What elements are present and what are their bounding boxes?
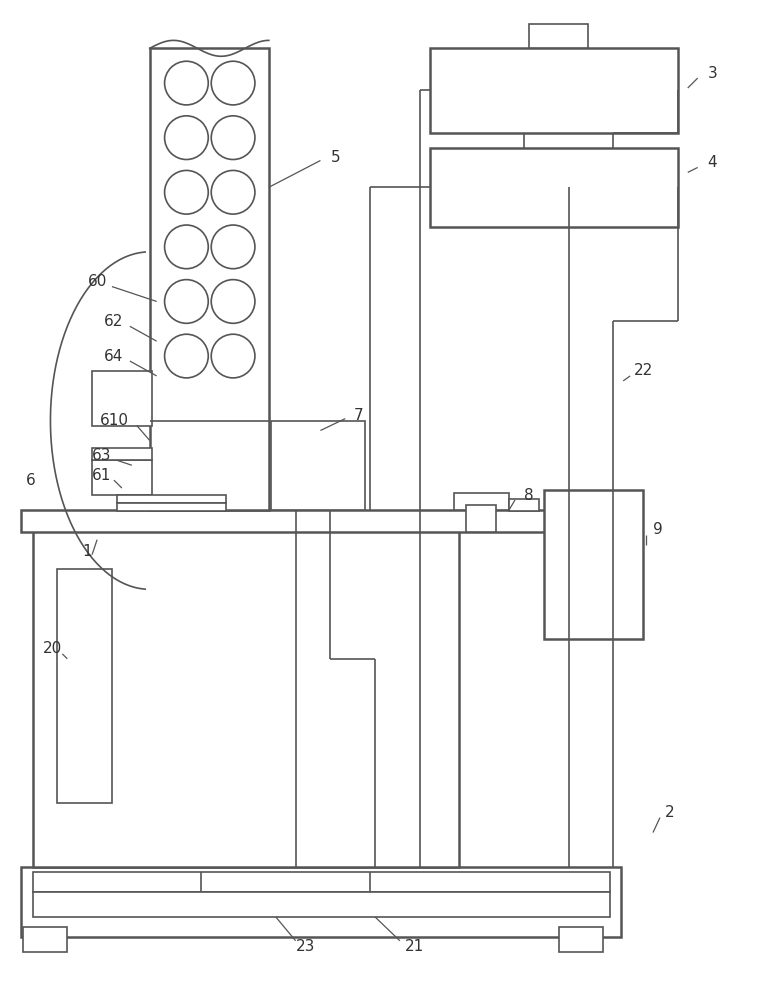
Bar	[529, 24, 588, 48]
Bar	[150, 48, 269, 510]
Bar	[543, 490, 643, 639]
Text: 22: 22	[634, 363, 653, 378]
Bar	[92, 371, 152, 426]
Bar	[271, 421, 365, 510]
Bar	[23, 927, 68, 952]
Bar	[20, 867, 621, 937]
Bar	[33, 892, 610, 917]
Bar	[20, 510, 636, 532]
Bar	[430, 48, 678, 133]
Text: 61: 61	[93, 468, 112, 483]
Bar	[33, 530, 459, 867]
Bar	[455, 493, 509, 510]
Text: 5: 5	[330, 150, 340, 165]
Text: 6: 6	[26, 473, 36, 488]
Text: 2: 2	[665, 805, 675, 820]
Text: 610: 610	[99, 413, 128, 428]
Bar	[117, 495, 226, 503]
Bar	[92, 460, 152, 495]
Bar	[117, 503, 226, 511]
Text: 21: 21	[405, 939, 424, 954]
Text: 23: 23	[296, 939, 315, 954]
Text: 9: 9	[653, 522, 663, 537]
Text: 64: 64	[104, 349, 124, 364]
Bar	[559, 927, 603, 952]
Text: 20: 20	[43, 641, 62, 656]
Text: 3: 3	[707, 66, 717, 81]
Text: 63: 63	[93, 448, 112, 463]
Text: 1: 1	[82, 544, 92, 559]
Bar	[509, 499, 539, 511]
Text: 62: 62	[104, 314, 124, 329]
Bar	[466, 505, 496, 532]
Text: 8: 8	[524, 488, 534, 503]
Text: 4: 4	[707, 155, 717, 170]
Bar	[430, 148, 678, 227]
Bar	[33, 872, 610, 892]
Bar	[92, 448, 152, 460]
Text: 60: 60	[87, 274, 107, 289]
Text: 7: 7	[354, 408, 363, 423]
Bar	[58, 569, 112, 803]
